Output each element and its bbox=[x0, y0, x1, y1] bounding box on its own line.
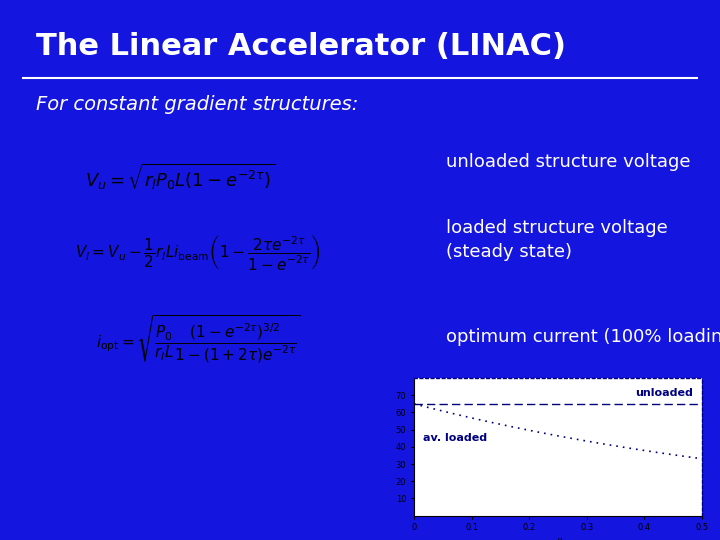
Text: The Linear Accelerator (LINAC): The Linear Accelerator (LINAC) bbox=[36, 32, 566, 62]
Text: $V_l = V_u - \dfrac{1}{2} r_l L i_{\mathrm{beam}} \left(1 - \dfrac{2\tau e^{-2\t: $V_l = V_u - \dfrac{1}{2} r_l L i_{\math… bbox=[75, 233, 321, 272]
Text: $V_u = \sqrt{r_l P_0 L \left(1 - e^{-2\tau}\right)}$: $V_u = \sqrt{r_l P_0 L \left(1 - e^{-2\t… bbox=[85, 161, 275, 192]
Text: unloaded: unloaded bbox=[636, 388, 693, 397]
Text: av. loaded: av. loaded bbox=[423, 433, 487, 443]
Text: For constant gradient structures:: For constant gradient structures: bbox=[36, 94, 359, 113]
X-axis label: z/L: z/L bbox=[550, 538, 566, 540]
Text: loaded structure voltage
(steady state): loaded structure voltage (steady state) bbox=[446, 219, 668, 261]
Text: $i_{\mathrm{opt}} = \sqrt{\dfrac{P_0}{r_l L} \dfrac{\left(1-e^{-2\tau}\right)^{3: $i_{\mathrm{opt}} = \sqrt{\dfrac{P_0}{r_… bbox=[96, 313, 300, 365]
Text: optimum current (100% loading): optimum current (100% loading) bbox=[446, 328, 720, 347]
Text: unloaded structure voltage: unloaded structure voltage bbox=[446, 153, 691, 171]
